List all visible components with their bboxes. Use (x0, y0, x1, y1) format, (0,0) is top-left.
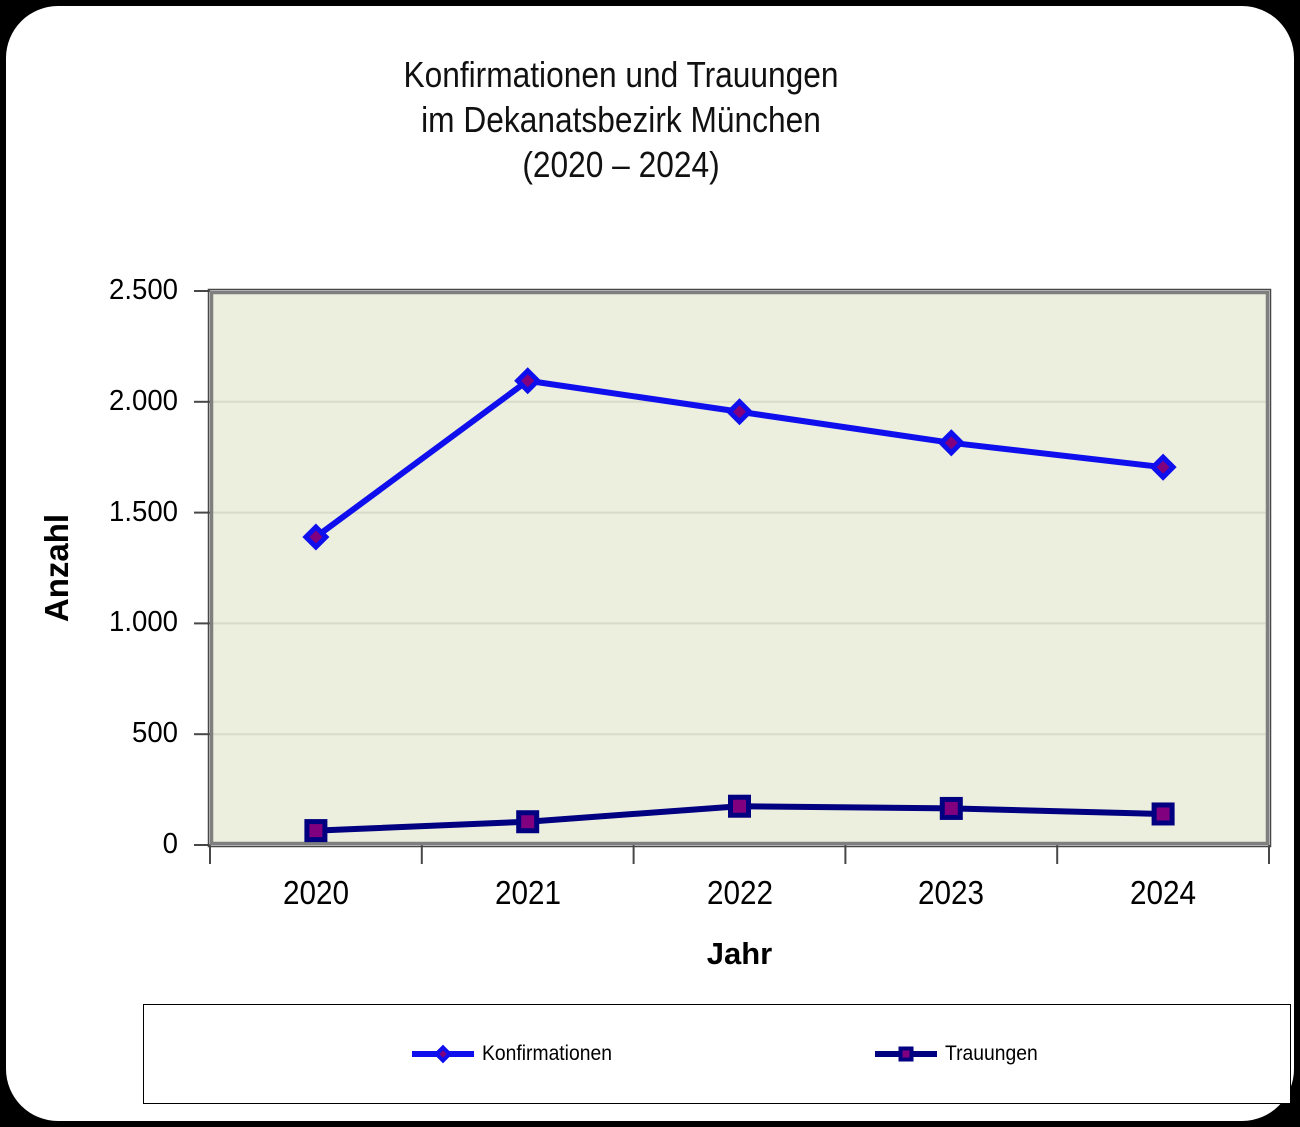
legend-marker-glyph (898, 1046, 914, 1062)
data-point-marker (302, 523, 330, 551)
y-tick-label: 500 (132, 717, 178, 750)
diamond-legend-marker-icon (412, 1044, 474, 1064)
legend-item-trauungen: Trauungen (875, 1005, 1046, 1103)
plot-svg (194, 288, 1272, 864)
x-tick-label: 2020 (282, 874, 349, 911)
legend-marker-glyph (433, 1044, 453, 1064)
legend-box: Konfirmationen Trauungen (143, 1004, 1291, 1104)
data-point-marker (514, 367, 542, 395)
data-point-marker (937, 429, 965, 457)
chart-title-line-2: im Dekanatsbezirk München (421, 99, 821, 140)
chart-card: Konfirmationen und Trauungen im Dekanats… (6, 6, 1294, 1121)
legend-label: Konfirmationen (482, 1042, 612, 1065)
y-tick-label: 1.000 (109, 606, 178, 639)
legend-item-konfirmationen: Konfirmationen (412, 1005, 623, 1103)
series-konfirmationen (302, 367, 1177, 551)
y-tick-label: 2.500 (109, 274, 178, 306)
data-point-marker (304, 819, 328, 843)
y-tick-label: 1.500 (109, 495, 178, 528)
x-tick-label: 2023 (918, 874, 985, 911)
chart-title-line-1: Konfirmationen und Trauungen (403, 54, 839, 95)
x-axis-title: Jahr (706, 936, 773, 971)
plot-border-outer (207, 288, 1272, 848)
chart-title: Konfirmationen und Trauungen im Dekanats… (80, 52, 1162, 187)
plot-border (209, 290, 1270, 846)
data-point-marker (516, 810, 540, 834)
y-axis-title: Anzahl (34, 291, 80, 845)
y-tick-label: 0 (162, 828, 178, 860)
plot-area (210, 291, 1269, 845)
x-tick-label: 2024 (1130, 874, 1197, 911)
series-trauungen (304, 794, 1175, 843)
x-tick-label: 2022 (706, 874, 773, 911)
y-tick-label: 2.000 (109, 384, 178, 417)
square-legend-marker-icon (875, 1046, 937, 1062)
data-point-marker (728, 794, 751, 818)
x-tick-label: 2021 (494, 874, 561, 911)
data-point-marker (725, 398, 754, 426)
chart-title-line-3: (2020 – 2024) (522, 144, 720, 185)
data-point-marker (1151, 802, 1175, 826)
data-point-marker (1149, 453, 1177, 481)
data-point-marker (939, 796, 963, 820)
legend-label: Trauungen (945, 1042, 1038, 1065)
